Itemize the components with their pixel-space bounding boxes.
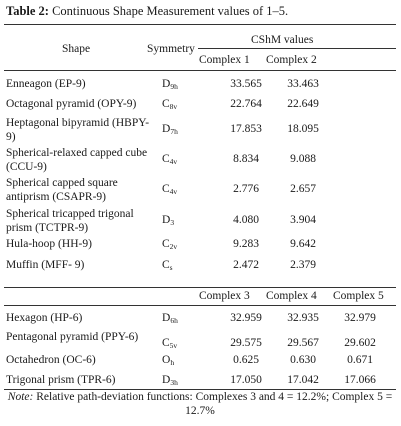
table-row-shape: Octahedron (OC-6): [6, 354, 96, 366]
symmetry-subscript: 2v: [169, 242, 178, 251]
note-label: Note:: [7, 391, 34, 403]
complex-4-value: 17.042: [287, 374, 319, 386]
complex-4-value: 32.935: [287, 312, 319, 324]
table-caption: Table 2: Continuous Shape Measurement va…: [6, 4, 288, 19]
complex-1-value: 22.764: [230, 98, 262, 110]
symmetry-letter: C: [162, 153, 170, 165]
symmetry-subscript: 5v: [169, 341, 178, 350]
symmetry-subscript: 4v: [169, 187, 178, 196]
complex-1-value: 33.565: [230, 78, 262, 90]
table-row-shape: Spherical tricapped trigonal prism (TCTP…: [6, 208, 134, 234]
symmetry-cell: D3h: [162, 373, 184, 390]
symmetry-subscript: 3: [170, 218, 175, 227]
symmetry-cell: C4v: [162, 152, 184, 169]
header-rule: [4, 70, 396, 71]
header-complex-3: Complex 3: [199, 290, 250, 302]
symmetry-cell: D9h: [162, 77, 184, 94]
table-row-shape: Pentagonal pyramid (PPY-6): [6, 331, 139, 343]
complex-5-value: 0.671: [347, 354, 373, 366]
complex-2-value: 3.904: [290, 214, 316, 226]
symmetry-cell: C5v: [162, 336, 184, 353]
symmetry-subscript: 7h: [170, 127, 178, 136]
symmetry-cell: C2v: [162, 237, 184, 254]
complex-3-value: 29.575: [230, 337, 262, 349]
symmetry-subscript: h: [170, 358, 175, 367]
complex-4-value: 29.567: [287, 337, 319, 349]
symmetry-subscript: s: [169, 263, 173, 272]
symmetry-cell: Cs: [162, 258, 184, 275]
complex-1-value: 8.834: [233, 153, 259, 165]
table-row-shape: Trigonal prism (TPR-6): [6, 374, 116, 386]
symmetry-letter: D: [162, 78, 171, 90]
symmetry-letter: C: [162, 238, 170, 250]
header-shape: Shape: [62, 43, 91, 55]
symmetry-subscript: 9h: [170, 82, 178, 91]
symmetry-letter: C: [162, 337, 170, 349]
section-2-header-rule: [4, 305, 396, 306]
symmetry-cell: Oh: [162, 353, 184, 370]
complex-2-value: 9.088: [290, 153, 316, 165]
symmetry-subscript: 6h: [170, 316, 178, 325]
complex-2-value: 22.649: [287, 98, 319, 110]
table-row-shape: Muffin (MFF- 9): [6, 259, 85, 271]
symmetry-subscript: 3h: [170, 378, 178, 387]
complex-1-value: 4.080: [233, 214, 259, 226]
header-complex-2: Complex 2: [266, 54, 317, 66]
complex-2-value: 9.642: [290, 238, 316, 250]
header-complex-1: Complex 1: [199, 54, 250, 66]
top-rule: [4, 24, 396, 25]
caption-text: Continuous Shape Measurement values of 1…: [52, 4, 289, 18]
symmetry-cell: D7h: [162, 122, 184, 139]
bottom-rule: [4, 389, 396, 390]
symmetry-letter: C: [162, 259, 170, 271]
complex-2-value: 2.657: [290, 183, 316, 195]
symmetry-subscript: 4v: [169, 157, 178, 166]
table-row-shape: Spherical capped square antiprism (CSAPR…: [6, 177, 118, 203]
table-row-shape: Hula-hoop (HH-9): [6, 238, 92, 250]
complex-1-value: 9.283: [233, 238, 259, 250]
header-symmetry: Symmetry: [147, 43, 195, 55]
symmetry-cell: D6h: [162, 311, 184, 328]
caption-label: Table 2:: [6, 4, 49, 18]
table-row-shape: Hexagon (HP-6): [6, 312, 83, 324]
header-complex-5: Complex 5: [333, 290, 384, 302]
symmetry-cell: D3: [162, 213, 184, 230]
complex-1-value: 2.776: [233, 183, 259, 195]
complex-2-value: 33.463: [287, 78, 319, 90]
symmetry-subscript: 8v: [169, 102, 178, 111]
complex-3-value: 32.959: [230, 312, 262, 324]
table-row-shape: Spherical-relaxed capped cube (CCU-9): [6, 147, 148, 173]
table-row-shape: Enneagon (EP-9): [6, 78, 86, 90]
symmetry-letter: D: [162, 214, 171, 226]
symmetry-letter: O: [162, 354, 171, 366]
symmetry-letter: D: [162, 312, 171, 324]
header-cshm-values: CShM values: [251, 34, 314, 46]
symmetry-cell: C8v: [162, 97, 184, 114]
symmetry-letter: C: [162, 98, 170, 110]
complex-2-value: 18.095: [287, 123, 319, 135]
symmetry-cell: C4v: [162, 182, 184, 199]
complex-2-value: 2.379: [290, 259, 316, 271]
header-complex-4: Complex 4: [266, 290, 317, 302]
complex-5-value: 17.066: [344, 374, 376, 386]
complex-4-value: 0.630: [290, 354, 316, 366]
note-text: Relative path-deviation functions: Compl…: [36, 391, 393, 417]
table-row-shape: Heptagonal bipyramid (HBPY-9): [6, 117, 150, 143]
symmetry-letter: D: [162, 123, 171, 135]
table-note: Note: Relative path-deviation functions:…: [6, 390, 394, 418]
table-row-shape: Octagonal pyramid (OPY-9): [6, 98, 137, 110]
complex-3-value: 17.050: [230, 374, 262, 386]
complex-5-value: 32.979: [344, 312, 376, 324]
complex-1-value: 17.853: [230, 123, 262, 135]
complex-3-value: 0.625: [233, 354, 259, 366]
section-divider-rule: [4, 287, 396, 288]
cshm-rule: [198, 48, 396, 49]
complex-1-value: 2.472: [233, 259, 259, 271]
symmetry-letter: C: [162, 183, 170, 195]
symmetry-letter: D: [162, 374, 171, 386]
complex-5-value: 29.602: [344, 337, 376, 349]
